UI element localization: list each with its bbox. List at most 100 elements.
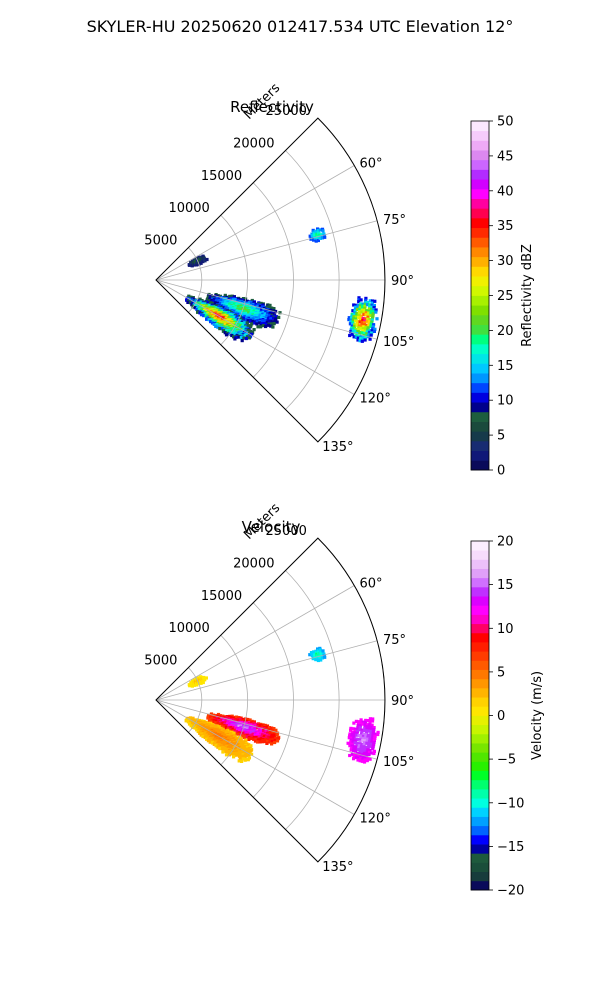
radar-gate: [207, 718, 212, 722]
radar-gate: [357, 324, 361, 328]
radar-gate: [364, 325, 368, 329]
colorbar-swatch: [471, 431, 489, 442]
colorbar-swatch: [471, 217, 489, 229]
radar-gate: [352, 757, 356, 761]
radar-gate: [370, 320, 374, 324]
radar-gate: [360, 320, 364, 324]
radar-gate: [354, 315, 358, 319]
radar-gate: [365, 303, 370, 307]
radar-gate: [355, 321, 360, 325]
angle-spoke: [155, 279, 378, 340]
radar-gate: [359, 298, 363, 302]
radar-gate: [267, 323, 271, 327]
radar-gate: [362, 760, 367, 764]
colorbar-swatch: [471, 715, 489, 726]
radar-gate: [370, 738, 374, 742]
radar-gate: [247, 336, 251, 340]
radar-gate: [265, 725, 269, 729]
radar-gate: [361, 755, 366, 759]
radar-gate: [368, 303, 372, 307]
radar-gate: [367, 324, 371, 328]
radar-gate: [371, 717, 375, 721]
radar-gate: [356, 338, 360, 342]
radar-gate: [358, 726, 362, 730]
colorbar-swatch: [471, 779, 489, 790]
radar-gate: [361, 304, 365, 308]
radar-gate: [320, 227, 325, 231]
colorbar-swatch: [471, 334, 489, 345]
radar-gate: [247, 311, 251, 315]
colorbar-tick-label: 45: [497, 149, 514, 164]
radar-gate: [350, 752, 354, 756]
radar-gate: [357, 312, 361, 316]
radar-gate: [371, 325, 375, 329]
radar-gate: [357, 316, 361, 320]
radar-gate: [314, 239, 318, 243]
radar-gate: [356, 727, 360, 731]
colorbar-swatch: [471, 392, 489, 403]
radar-gate: [232, 755, 236, 759]
radar-gate: [354, 749, 358, 753]
radar-gate: [367, 729, 371, 733]
radar-gate: [260, 322, 264, 326]
radar-gate: [212, 299, 216, 303]
radar-gate: [372, 738, 376, 743]
radar-gate: [354, 329, 358, 333]
radar-gate: [363, 726, 367, 730]
radar-gate: [367, 311, 371, 315]
radar-gate: [371, 734, 375, 738]
radar-gate: [361, 329, 365, 333]
radar-gate: [354, 739, 358, 743]
radar-gate: [251, 319, 255, 323]
radar-gate: [360, 308, 364, 312]
radar-gate: [232, 316, 236, 320]
radar-gate: [363, 747, 368, 751]
radar-gate: [375, 317, 379, 321]
radar-gate: [368, 738, 372, 742]
radar-gate: [361, 327, 365, 331]
radar-gate: [314, 658, 318, 662]
radar-gate: [241, 749, 245, 753]
colorbar-swatch: [471, 295, 489, 306]
radar-gate: [252, 328, 256, 332]
radar-gate: [199, 313, 204, 317]
radar-gate: [367, 309, 371, 313]
radar-gate: [360, 306, 365, 310]
radar-gate: [260, 316, 264, 320]
radar-gate: [205, 737, 209, 741]
radar-gate: [369, 733, 373, 738]
radar-gate: [359, 302, 363, 306]
radar-gate: [245, 723, 249, 727]
radar-gate: [206, 716, 210, 720]
velocity-panel: Velocity 5000 10000 15000 20000 25000 60° 75°…: [144, 501, 545, 899]
radar-gate: [354, 755, 358, 759]
radar-gate: [370, 329, 374, 333]
radar-gate: [195, 263, 199, 267]
radar-gate: [360, 730, 364, 734]
angle-tick-label: 90°: [391, 274, 414, 289]
radar-gate: [371, 732, 375, 736]
radar-gate: [278, 311, 282, 315]
radar-gate: [251, 313, 255, 317]
radar-gate: [245, 747, 249, 751]
radar-gate: [323, 235, 327, 239]
radar-gate: [209, 720, 214, 724]
radar-gate: [277, 315, 281, 319]
radar-gate: [349, 748, 353, 752]
radar-gate: [349, 738, 353, 742]
radar-gate: [214, 324, 218, 328]
radar-gate: [246, 324, 250, 328]
radar-gate: [355, 741, 360, 745]
radar-gate: [210, 741, 215, 745]
radar-gate: [258, 325, 263, 329]
radar-gate: [249, 329, 253, 333]
radar-gate: [369, 744, 373, 748]
radar-gate: [188, 684, 192, 688]
radar-gate: [362, 743, 366, 747]
radar-gate: [362, 323, 366, 327]
colorbar-swatch: [471, 373, 489, 384]
radar-gate: [359, 335, 363, 339]
radar-gate: [230, 333, 234, 338]
radar-gate: [244, 317, 248, 321]
radar-gate: [234, 732, 238, 736]
